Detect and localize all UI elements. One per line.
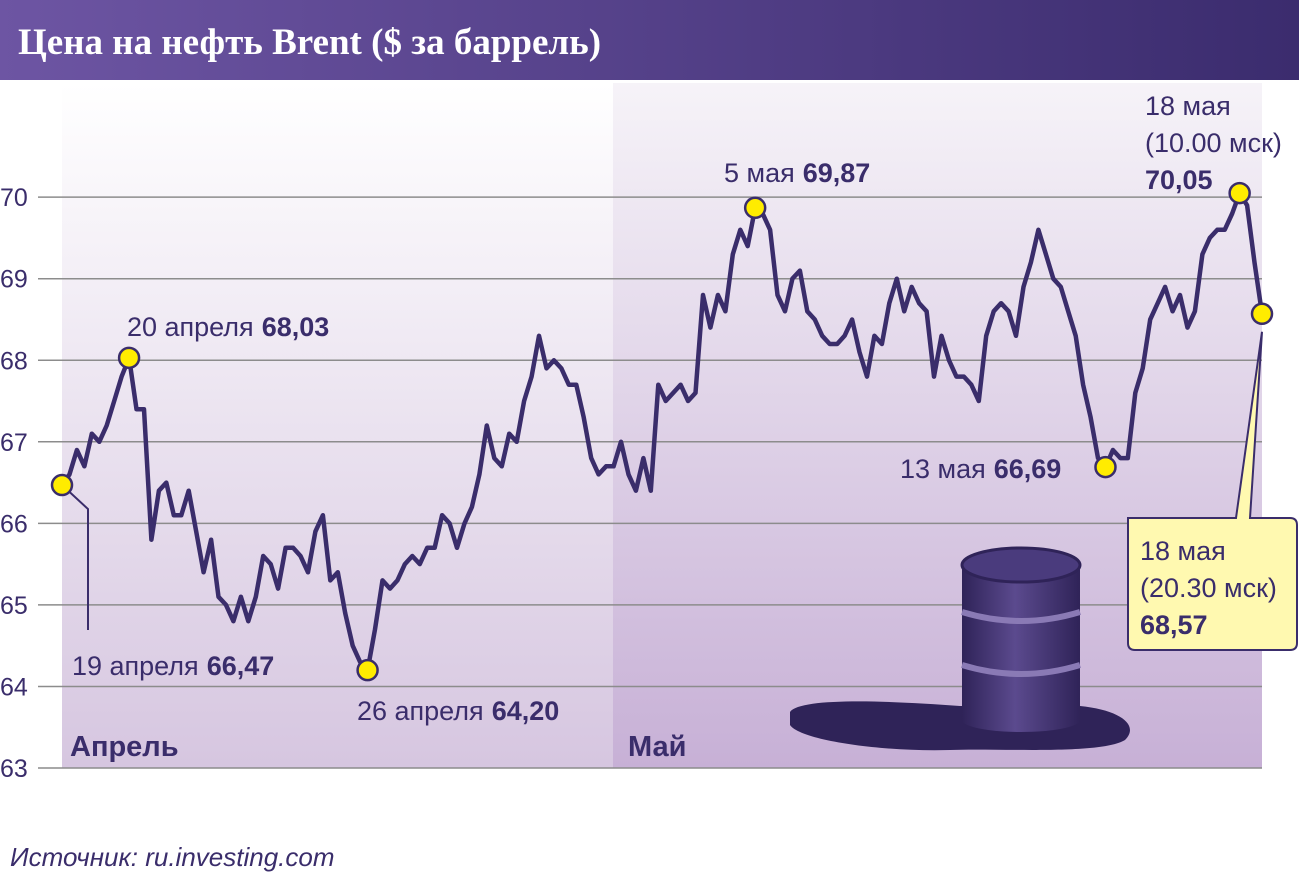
annotation-value: 66,69 (994, 454, 1062, 484)
header (0, 0, 1299, 80)
leader-line (61, 484, 89, 631)
source: Источник: ru.investing.com (10, 842, 335, 872)
annotation-date: 18 мая (1140, 536, 1226, 566)
period-label: Апрель (70, 731, 179, 763)
y-tick-label: 69 (0, 266, 28, 294)
y-tick-label: 63 (0, 755, 28, 783)
y-tick-label: 66 (0, 510, 28, 538)
annotation: 26 апреля 64,20 (357, 696, 559, 726)
annotation-point (1250, 302, 1274, 326)
annotation-point (1094, 455, 1117, 479)
annotation-value: 70,05 (1145, 165, 1213, 195)
annotation-date: 26 апреля (357, 696, 484, 726)
y-tick-label: 67 (0, 429, 28, 457)
annotation-point (743, 196, 767, 220)
annotation-value: 68,57 (1140, 610, 1208, 640)
annotation-point (117, 346, 141, 370)
price-line (60, 190, 1265, 673)
annotation-time: (10.00 мск) (1145, 128, 1282, 158)
annotation-value: 69,87 (803, 158, 871, 188)
y-tick-label: 68 (0, 347, 28, 375)
barrel-icon (790, 546, 1130, 751)
y-tick-label: 70 (0, 184, 28, 212)
y-tick-label: 65 (0, 592, 28, 620)
annotation: 20 апреля 68,03 (127, 312, 329, 342)
period-label: Май (628, 731, 686, 763)
annotation-date: 18 мая (1145, 91, 1231, 121)
annotation: 5 мая 69,87 (724, 158, 870, 188)
annotation-date: 13 мая (900, 454, 986, 484)
annotation-value: 68,03 (262, 312, 330, 342)
annotation-time: (20.30 мск) (1140, 573, 1277, 603)
chart-title: Цена на нефть Brent ($ за баррель) (18, 22, 601, 63)
annotation-date: 19 апреля (72, 651, 199, 681)
annotation-date: 20 апреля (127, 312, 254, 342)
annotation: 13 мая 66,69 (900, 454, 1061, 484)
annotation-date: 5 мая (724, 158, 795, 188)
callout-box (1127, 331, 1298, 651)
y-tick-label: 64 (0, 673, 28, 701)
annotation-point (1228, 181, 1251, 205)
annotation-point (50, 473, 74, 497)
annotation: 19 апреля 66,47 (72, 651, 274, 681)
annotation-value: 64,20 (492, 696, 560, 726)
annotation-point (356, 658, 379, 682)
annotation-value: 66,47 (207, 651, 275, 681)
